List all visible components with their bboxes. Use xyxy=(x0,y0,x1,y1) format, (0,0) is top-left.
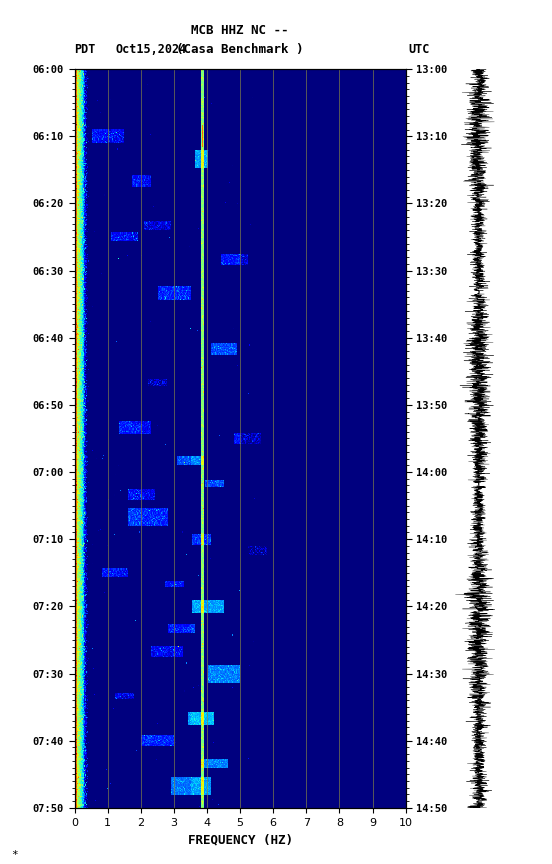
X-axis label: FREQUENCY (HZ): FREQUENCY (HZ) xyxy=(188,833,293,846)
Text: PDT: PDT xyxy=(75,43,96,56)
Text: *: * xyxy=(11,849,18,860)
Text: (Casa Benchmark ): (Casa Benchmark ) xyxy=(177,43,304,56)
Text: UTC: UTC xyxy=(408,43,430,56)
Text: MCB HHZ NC --: MCB HHZ NC -- xyxy=(192,24,289,37)
Text: Oct15,2024: Oct15,2024 xyxy=(116,43,187,56)
